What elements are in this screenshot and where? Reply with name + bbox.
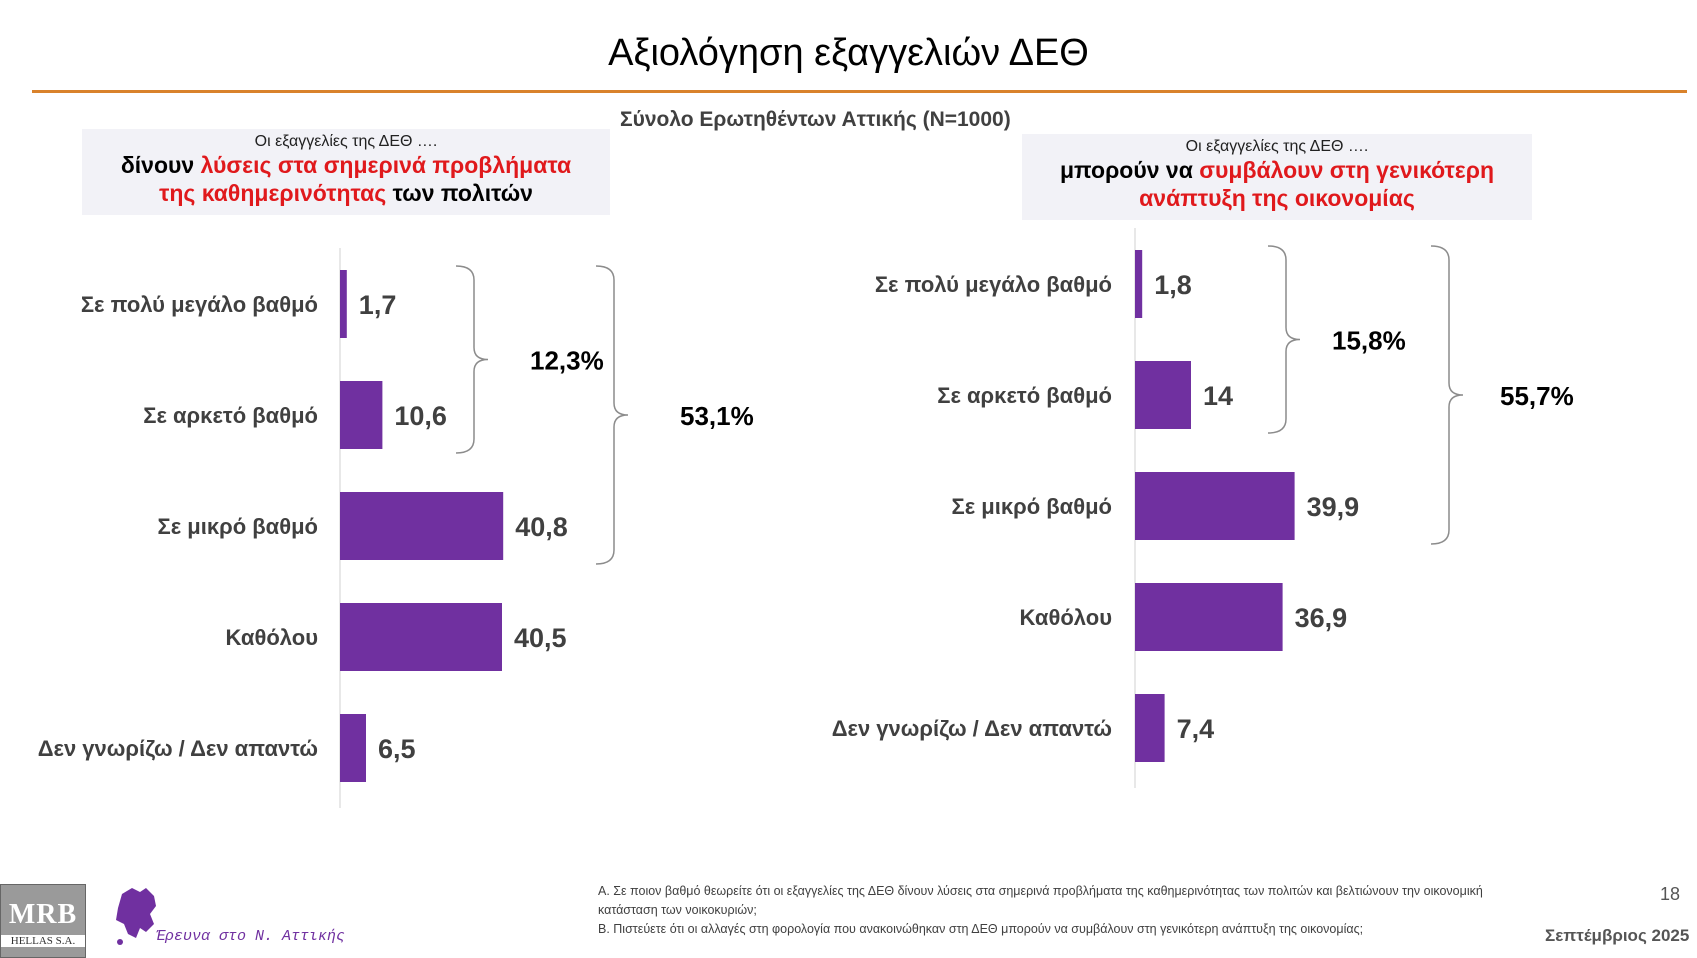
survey-label: Έρευνα στο Ν. Αττικής (156, 928, 346, 945)
footnote-b: Β. Πιστεύετε ότι οι αλλαγές στη φορολογί… (598, 922, 1364, 936)
category-label: Καθόλου (1020, 605, 1112, 630)
data-label: 40,5 (514, 623, 567, 653)
attica-map-icon (116, 888, 156, 945)
category-label: Σε αρκετό βαθμό (937, 383, 1112, 408)
data-label: 40,8 (515, 512, 568, 542)
bracket (1430, 245, 1464, 545)
question-part: μπορούν να (1059, 157, 1200, 183)
bar (1135, 583, 1283, 651)
title-divider (32, 90, 1687, 93)
bar (340, 270, 347, 338)
bar (340, 714, 366, 782)
category-label: Δεν γνωρίζω / Δεν απαντώ (38, 736, 318, 761)
bracket (595, 265, 629, 565)
question-box-right: Οι εξαγγελίες της ΔΕΘ …. μπορούν να συμβ… (1022, 134, 1532, 220)
report-date: Σεπτέμβριος 2025 (1545, 926, 1690, 945)
logo-subtext: HELLAS S.A. (1, 935, 85, 947)
question-lead: Οι εξαγγελίες της ΔΕΘ …. (254, 133, 438, 150)
bracket-total-label: 53,1% (680, 401, 754, 431)
question-highlight: ανάπτυξη της οικονομίας (1139, 185, 1415, 211)
bracket-total-label: 12,3% (530, 346, 604, 376)
category-label: Σε μικρό βαθμό (158, 514, 319, 539)
question-box-left: Οι εξαγγελίες της ΔΕΘ …. δίνουν λύσεις σ… (82, 129, 610, 215)
question-highlight: λύσεις στα σημερινά προβλήματα (200, 152, 572, 178)
bar (340, 492, 504, 560)
question-text: δίνουν λύσεις στα σημερινά προβλήματα τη… (82, 151, 610, 207)
category-label: Σε μικρό βαθμό (952, 494, 1113, 519)
bar (1135, 472, 1295, 540)
data-label: 1,8 (1154, 270, 1192, 300)
data-label: 1,7 (359, 290, 397, 320)
category-label: Δεν γνωρίζω / Δεν απαντώ (832, 716, 1112, 741)
question-part: των πολιτών (386, 180, 533, 206)
bracket-total-label: 15,8% (1332, 326, 1406, 356)
data-label: 6,5 (378, 734, 416, 764)
question-part: δίνουν (120, 152, 201, 178)
question-lead: Οι εξαγγελίες της ΔΕΘ …. (1185, 138, 1369, 155)
bar (1135, 694, 1165, 762)
bar (340, 603, 502, 671)
mrb-logo: MRB HELLAS S.A. (0, 884, 86, 958)
category-label: Σε αρκετό βαθμό (143, 403, 318, 428)
bracket (1267, 245, 1301, 434)
category-label: Καθόλου (226, 625, 318, 650)
bracket (455, 265, 489, 454)
bar (1135, 250, 1143, 318)
page-title: Αξιολόγηση εξαγγελιών ΔΕΘ (608, 32, 1089, 74)
question-highlight: συμβάλουν στη γενικότερη (1199, 157, 1495, 183)
data-label: 7,4 (1177, 714, 1215, 744)
bar (1135, 361, 1191, 429)
category-label: Σε πολύ μεγάλο βαθμό (875, 272, 1112, 297)
data-label: 14 (1203, 381, 1233, 411)
logo-text: MRB (8, 899, 78, 930)
sample-subtitle: Σύνολο Ερωτηθέντων Αττικής (N=1000) (620, 108, 1011, 131)
page-number: 18 (1660, 884, 1681, 904)
data-label: 39,9 (1307, 492, 1360, 522)
category-label: Σε πολύ μεγάλο βαθμό (81, 292, 318, 317)
question-footnote: Α. Σε ποιον βαθμό θεωρείτε ότι οι εξαγγε… (598, 882, 1488, 939)
question-text: μπορούν να συμβάλουν στη γενικότερη ανάπ… (1022, 156, 1532, 212)
data-label: 36,9 (1295, 603, 1348, 633)
bar (340, 381, 383, 449)
bracket-total-label: 55,7% (1500, 381, 1574, 411)
data-label: 10,6 (394, 401, 447, 431)
footnote-a: Α. Σε ποιον βαθμό θεωρείτε ότι οι εξαγγε… (598, 884, 1483, 917)
question-highlight: της καθημερινότητας (159, 180, 387, 206)
